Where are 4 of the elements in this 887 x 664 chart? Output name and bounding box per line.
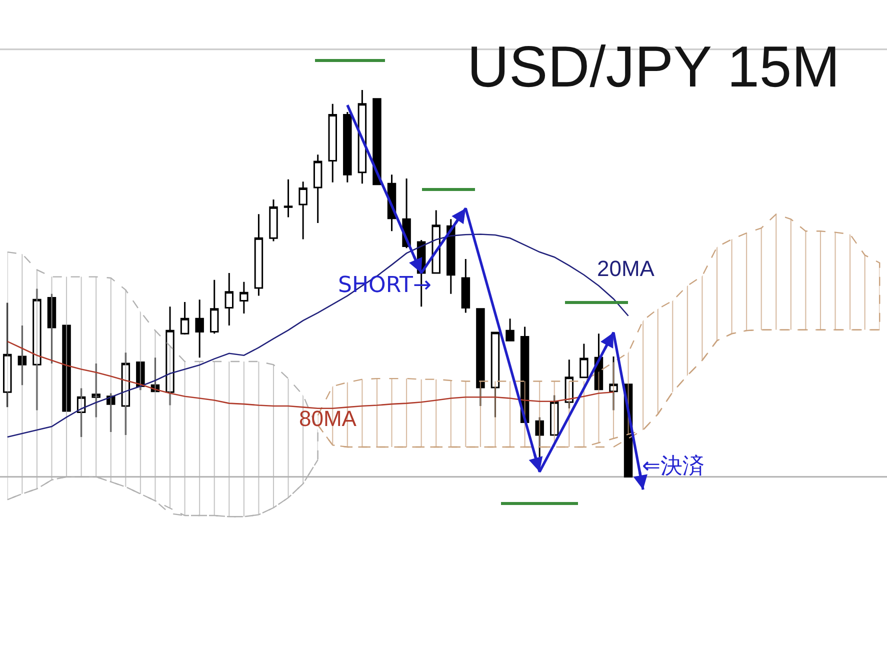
- annotation: ⇐決済: [642, 454, 704, 479]
- chart-title: USD/JPY 15M: [467, 34, 840, 100]
- series-label: 80MA: [299, 406, 357, 431]
- series-label: 20MA: [597, 256, 655, 281]
